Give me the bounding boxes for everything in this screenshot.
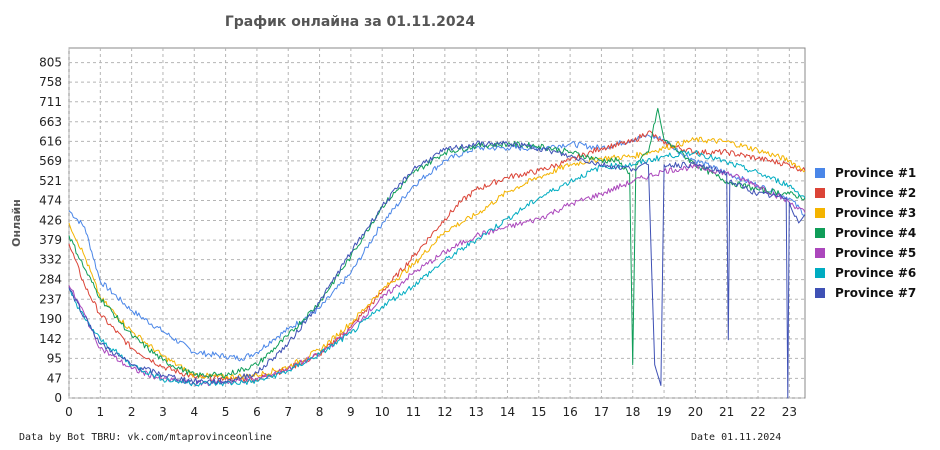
data-source-note: Data by Bot TBRU: vk.com/mtaprovinceonli… [19, 432, 272, 443]
legend-label: Province #7 [835, 286, 917, 300]
legend: Province #1 Province #2 Province #3 Prov… [815, 163, 916, 303]
y-tick-label: 284 [39, 273, 62, 287]
y-tick-label: 47 [47, 371, 62, 385]
x-tick-label: 5 [222, 405, 230, 419]
plot-area [68, 47, 806, 399]
y-tick-label: 521 [39, 174, 62, 188]
y-tick-label: 332 [39, 253, 62, 267]
y-tick-label: 569 [39, 154, 62, 168]
y-tick-label: 805 [39, 56, 62, 70]
legend-item: Province #3 [815, 203, 916, 223]
legend-item: Province #6 [815, 263, 916, 283]
y-tick-label: 0 [54, 391, 62, 405]
y-tick-label: 379 [39, 233, 62, 247]
legend-swatch [815, 208, 825, 218]
y-tick-label: 142 [39, 332, 62, 346]
legend-label: Province #6 [835, 266, 917, 280]
x-tick-label: 15 [531, 405, 546, 419]
x-tick-label: 20 [688, 405, 703, 419]
series-line [68, 163, 806, 387]
legend-item: Province #7 [815, 283, 916, 303]
x-tick-label: 18 [625, 405, 640, 419]
y-axis-label: Онлайн [10, 199, 23, 247]
y-tick-label: 237 [39, 292, 62, 306]
x-tick-label: 9 [347, 405, 355, 419]
legend-label: Province #5 [835, 246, 917, 260]
x-tick-label: 16 [562, 405, 577, 419]
x-tick-label: 3 [159, 405, 167, 419]
chart-title: График онлайна за 01.11.2024 [224, 14, 476, 30]
legend-label: Province #2 [835, 186, 917, 200]
legend-swatch [815, 168, 825, 178]
legend-label: Province #1 [835, 166, 917, 180]
legend-label: Province #3 [835, 206, 917, 220]
x-tick-label: 22 [750, 405, 765, 419]
y-tick-label: 616 [39, 134, 62, 148]
legend-swatch [815, 268, 825, 278]
legend-item: Province #4 [815, 223, 916, 243]
x-tick-label: 1 [96, 405, 104, 419]
legend-item: Province #1 [815, 163, 916, 183]
legend-item: Province #5 [815, 243, 916, 263]
x-tick-label: 2 [128, 405, 136, 419]
x-tick-label: 14 [500, 405, 515, 419]
y-tick-label: 190 [39, 312, 62, 326]
legend-swatch [815, 248, 825, 258]
x-tick-label: 13 [469, 405, 484, 419]
y-tick-label: 758 [39, 75, 62, 89]
date-note: Date 01.11.2024 [691, 432, 782, 443]
legend-swatch [815, 188, 825, 198]
x-tick-label: 7 [284, 405, 292, 419]
x-tick-label: 0 [65, 405, 73, 419]
y-tick-label: 663 [39, 115, 62, 129]
y-tick-label: 426 [39, 214, 62, 228]
legend-swatch [815, 228, 825, 238]
series-line [68, 136, 806, 380]
x-tick-label: 17 [594, 405, 609, 419]
x-tick-label: 6 [253, 405, 261, 419]
x-tick-label: 8 [316, 405, 324, 419]
series-line [68, 134, 806, 362]
x-tick-label: 10 [375, 405, 390, 419]
y-tick-label: 474 [39, 194, 62, 208]
y-tick-label: 711 [39, 95, 62, 109]
x-tick-label: 4 [190, 405, 198, 419]
legend-swatch [815, 288, 825, 298]
series-line [68, 150, 806, 387]
x-tick-label: 23 [782, 405, 797, 419]
series-line [68, 130, 806, 383]
x-tick-label: 11 [406, 405, 421, 419]
x-tick-label: 19 [656, 405, 671, 419]
legend-label: Province #4 [835, 226, 917, 240]
x-tick-label: 12 [437, 405, 452, 419]
legend-item: Province #2 [815, 183, 916, 203]
series-line [68, 140, 806, 399]
y-tick-label: 95 [47, 351, 62, 365]
x-tick-label: 21 [719, 405, 734, 419]
